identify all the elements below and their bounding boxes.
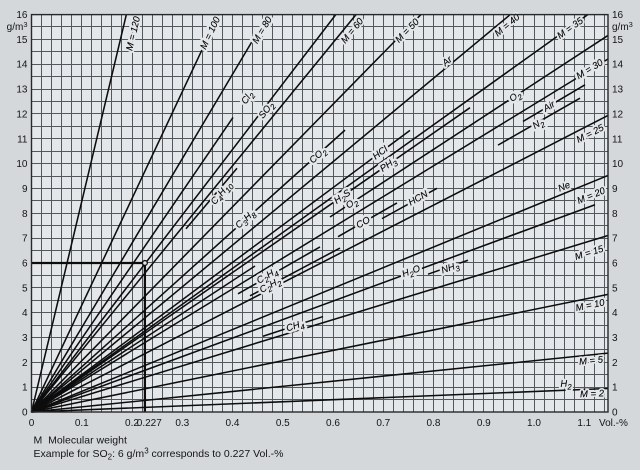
svg-text:2: 2	[22, 358, 28, 369]
svg-text:1.1: 1.1	[577, 418, 591, 429]
svg-text:4: 4	[22, 308, 28, 319]
svg-text:g/m3: g/m3	[612, 20, 633, 33]
svg-text:0: 0	[29, 418, 35, 429]
svg-text:4: 4	[612, 308, 618, 319]
svg-text:11: 11	[17, 134, 28, 145]
svg-text:6: 6	[612, 258, 618, 269]
svg-text:0.1: 0.1	[75, 418, 89, 429]
svg-text:3: 3	[612, 333, 618, 344]
svg-text:0.227: 0.227	[137, 418, 162, 429]
svg-text:10: 10	[16, 159, 28, 170]
svg-text:3: 3	[22, 333, 28, 344]
svg-text:2: 2	[612, 358, 618, 369]
svg-text:8: 8	[22, 209, 28, 220]
svg-text:0.2: 0.2	[125, 418, 139, 429]
svg-text:0.3: 0.3	[175, 418, 189, 429]
svg-text:Ne: Ne	[557, 180, 572, 195]
svg-text:9: 9	[612, 184, 618, 195]
svg-text:5: 5	[22, 283, 28, 294]
svg-text:CH4: CH4	[285, 318, 307, 336]
svg-text:8: 8	[612, 209, 618, 220]
svg-text:CH4: CH4	[285, 318, 307, 336]
svg-text:M = 5: M = 5	[579, 354, 605, 367]
svg-text:M = 2: M = 2	[580, 388, 605, 400]
svg-text:0.6: 0.6	[326, 418, 340, 429]
svg-text:5: 5	[612, 283, 618, 294]
svg-text:g/m3: g/m3	[7, 20, 28, 33]
svg-text:11: 11	[612, 134, 623, 145]
svg-text:M = 2: M = 2	[580, 388, 605, 400]
svg-text:12: 12	[16, 109, 28, 120]
svg-text:6: 6	[22, 258, 28, 269]
svg-text:0.9: 0.9	[477, 418, 491, 429]
svg-text:16: 16	[16, 10, 28, 21]
svg-text:M Molecular weight: M Molecular weight	[34, 435, 127, 447]
svg-text:16: 16	[612, 10, 624, 21]
svg-text:H2: H2	[560, 378, 572, 391]
svg-text:13: 13	[612, 85, 624, 96]
svg-text:0: 0	[612, 408, 618, 419]
svg-text:14: 14	[612, 60, 624, 71]
svg-text:13: 13	[16, 85, 28, 96]
svg-text:9: 9	[22, 184, 28, 195]
svg-text:7: 7	[612, 234, 618, 245]
svg-text:10: 10	[612, 159, 624, 170]
svg-text:0.7: 0.7	[376, 418, 390, 429]
svg-text:Example for SO2: 6 g/m3 corre: Example for SO2: 6 g/m3 corresponds to 0…	[34, 447, 284, 462]
svg-text:NH3: NH3	[440, 260, 462, 278]
svg-text:Vol.-%: Vol.-%	[599, 418, 628, 429]
svg-text:0.8: 0.8	[427, 418, 441, 429]
svg-text:M = 5: M = 5	[579, 354, 605, 367]
svg-text:14: 14	[16, 60, 28, 71]
svg-text:12: 12	[612, 109, 624, 120]
svg-text:15: 15	[612, 35, 624, 46]
svg-text:0: 0	[22, 408, 28, 419]
svg-text:0.5: 0.5	[276, 418, 290, 429]
svg-text:1: 1	[612, 383, 618, 394]
svg-text:0.4: 0.4	[226, 418, 240, 429]
svg-text:7: 7	[22, 234, 28, 245]
svg-text:1: 1	[22, 383, 28, 394]
svg-text:1.0: 1.0	[527, 418, 541, 429]
svg-text:15: 15	[16, 35, 28, 46]
